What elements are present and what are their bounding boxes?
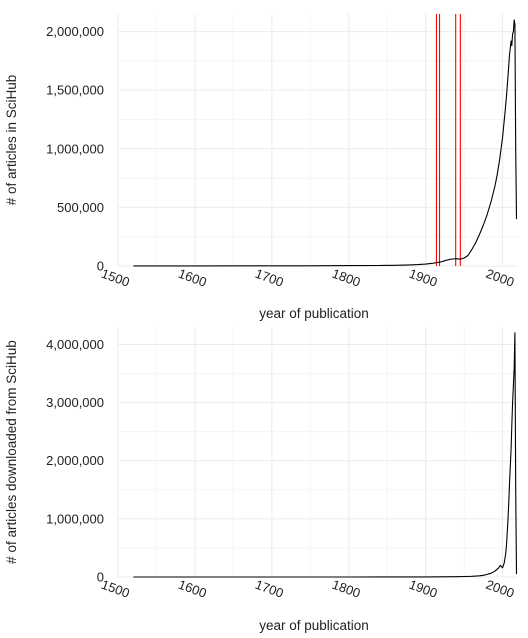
series-line-1 [133, 19, 518, 267]
major-gridlines [117, 327, 518, 578]
x-tick-label: 1900 [407, 266, 439, 290]
y-tick-label: 0 [97, 570, 104, 585]
x-tick-label: 1800 [330, 266, 362, 290]
y-tick-label: 2,000,000 [46, 24, 104, 39]
x-tick-label: 1600 [176, 577, 208, 601]
x-tick-label: 1700 [253, 577, 285, 601]
x-tick-label: 1800 [330, 577, 362, 601]
x-tick-label: 1600 [176, 266, 208, 290]
y-tick-label: 1,500,000 [46, 83, 104, 98]
x-axis-title: year of publication [259, 618, 369, 633]
y-tick-label: 4,000,000 [46, 337, 104, 352]
major-gridlines [117, 14, 518, 267]
x-axis-title: year of publication [259, 306, 369, 321]
y-tick-label: 1,000,000 [46, 141, 104, 156]
reference-lines [435, 14, 461, 266]
y-tick-label: 1,000,000 [46, 511, 104, 526]
x-tick-label: 2000 [484, 577, 516, 601]
y-axis-title: # of articles in SciHub [4, 75, 19, 206]
series-line-1 [133, 332, 518, 578]
chart-panel-2: 0 1,000,000 2,000,000 3,000,000 4,000,000 150… [4, 327, 518, 633]
y-tick-label: 2,000,000 [46, 453, 104, 468]
y-tick-label: 0 [97, 259, 104, 274]
minor-gridlines [118, 327, 518, 577]
y-tick-label: 500,000 [57, 200, 104, 215]
y-tick-label: 3,000,000 [46, 395, 104, 410]
x-tick-label: 1900 [407, 577, 439, 601]
x-tick-label: 2000 [484, 266, 516, 290]
y-axis-title: # of articles downloaded from SciHub [4, 340, 19, 564]
x-tick-label: 1500 [99, 577, 131, 601]
x-tick-label: 1700 [253, 266, 285, 290]
minor-gridlines [118, 14, 518, 266]
chart-panel-1: 0 500,000 1,000,000 1,500,000 2,000,000 1500 1… [4, 14, 518, 321]
x-tick-label: 1500 [99, 266, 131, 290]
